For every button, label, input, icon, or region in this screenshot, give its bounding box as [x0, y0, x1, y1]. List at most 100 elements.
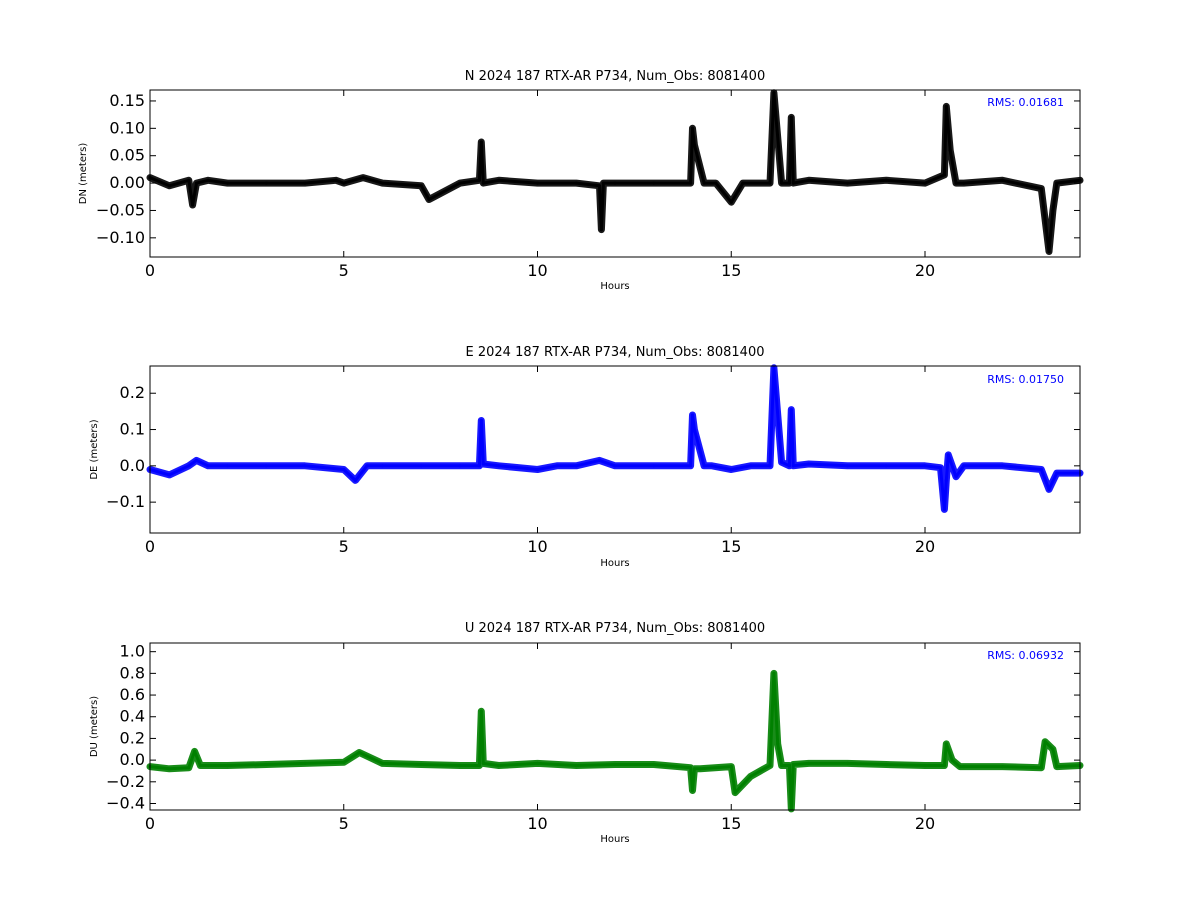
data-point — [194, 181, 199, 185]
data-point — [791, 762, 795, 767]
data-point — [807, 178, 811, 182]
data-point — [481, 761, 485, 766]
y-tick-label: −0.10 — [96, 228, 145, 247]
x-tick-label: 0 — [145, 261, 155, 280]
data-point — [772, 366, 776, 370]
y-tick-label: 0.15 — [109, 91, 145, 110]
data-point — [780, 181, 784, 185]
plot-frame — [149, 89, 1081, 258]
panel-title: U 2024 187 RTX-AR P734, Num_Obs: 8081400 — [465, 621, 765, 636]
data-point — [1000, 178, 1005, 182]
data-point — [225, 763, 230, 768]
data-point — [689, 181, 693, 185]
data-point — [807, 761, 811, 766]
data-point — [944, 104, 948, 108]
data-point — [1039, 467, 1043, 472]
data-point — [954, 475, 958, 479]
panel-title: E 2024 187 RTX-AR P734, Num_Obs: 8081400 — [466, 345, 765, 360]
plot-frame — [149, 365, 1081, 534]
data-point — [193, 749, 197, 754]
data-point — [652, 464, 656, 468]
data-point — [942, 507, 947, 511]
y-axis-label: DU (meters) — [89, 696, 100, 757]
data-point — [944, 742, 948, 746]
data-point — [206, 464, 210, 468]
data-point — [357, 750, 361, 755]
y-tick-label: −0.4 — [106, 793, 145, 812]
x-axis-label: Hours — [600, 834, 629, 845]
data-point — [772, 671, 776, 676]
plot-frame — [149, 642, 1081, 811]
data-point — [481, 462, 485, 466]
data-point — [950, 758, 954, 762]
x-tick-label: 15 — [721, 261, 741, 280]
data-point — [342, 760, 346, 764]
y-tick-label: 0.8 — [120, 663, 145, 682]
series-line — [149, 366, 1080, 511]
data-point — [497, 464, 501, 468]
y-tick-label: −0.2 — [106, 772, 145, 791]
data-point — [613, 762, 617, 767]
data-point — [225, 464, 230, 468]
data-point — [652, 181, 656, 185]
ticks-layer: 0 5 10 15 20 −0.10 −0.05 0.00 0.05 0.10 0.15 — [96, 90, 1080, 280]
data-point — [692, 143, 697, 147]
data-point — [1043, 740, 1047, 744]
data-point — [729, 765, 733, 769]
y-tick-label: 0.0 — [120, 456, 145, 475]
data-point — [791, 181, 795, 185]
data-point — [419, 184, 423, 188]
data-point — [361, 176, 365, 180]
y-tick-label: −0.05 — [96, 200, 145, 219]
data-layer — [146, 89, 1084, 255]
y-tick-label: 0.10 — [109, 118, 145, 137]
x-tick-label: 5 — [339, 814, 349, 833]
data-point — [1047, 487, 1051, 491]
data-point — [884, 178, 888, 182]
data-point — [458, 464, 462, 468]
y-axis-label: DN (meters) — [78, 143, 89, 205]
data-point — [1000, 464, 1005, 468]
panel-north: N 2024 187 RTX-AR P734, Num_Obs: 8081400… — [78, 69, 1084, 292]
data-point — [741, 181, 745, 185]
data-point — [962, 464, 966, 468]
data-point — [419, 464, 423, 468]
x-axis-label: Hours — [600, 281, 629, 292]
data-point — [780, 763, 784, 768]
rms-annotation: RMS: 0.06932 — [987, 649, 1064, 662]
rms-annotation: RMS: 0.01681 — [987, 96, 1064, 109]
data-point — [535, 181, 540, 185]
data-point — [380, 761, 385, 766]
data-point — [768, 181, 772, 185]
panel-up: U 2024 187 RTX-AR P734, Num_Obs: 8081400… — [89, 621, 1084, 845]
data-point — [944, 478, 948, 482]
data-point — [497, 763, 501, 768]
data-point — [264, 762, 268, 767]
data-point — [690, 126, 695, 130]
data-point — [477, 763, 481, 768]
data-point — [365, 464, 369, 468]
data-point — [787, 763, 792, 768]
data-point — [958, 765, 962, 769]
data-point — [303, 464, 307, 468]
data-point — [497, 178, 501, 182]
data-point — [884, 464, 888, 468]
data-point — [574, 181, 578, 185]
data-point — [481, 181, 485, 185]
data-point — [962, 181, 966, 185]
data-point — [948, 148, 952, 152]
data-layer — [146, 364, 1084, 513]
data-point — [535, 761, 540, 766]
data-point — [692, 767, 697, 771]
data-point — [1039, 187, 1043, 191]
data-point — [206, 178, 210, 182]
ticks-layer: 0 5 10 15 20 −0.1 0.0 0.1 0.2 — [106, 366, 1080, 556]
data-point — [380, 464, 385, 468]
rms-annotation: RMS: 0.01750 — [987, 373, 1064, 386]
data-point — [535, 467, 540, 472]
data-point — [419, 762, 423, 767]
x-tick-label: 10 — [527, 261, 547, 280]
data-point — [749, 464, 753, 468]
data-point — [698, 767, 702, 771]
